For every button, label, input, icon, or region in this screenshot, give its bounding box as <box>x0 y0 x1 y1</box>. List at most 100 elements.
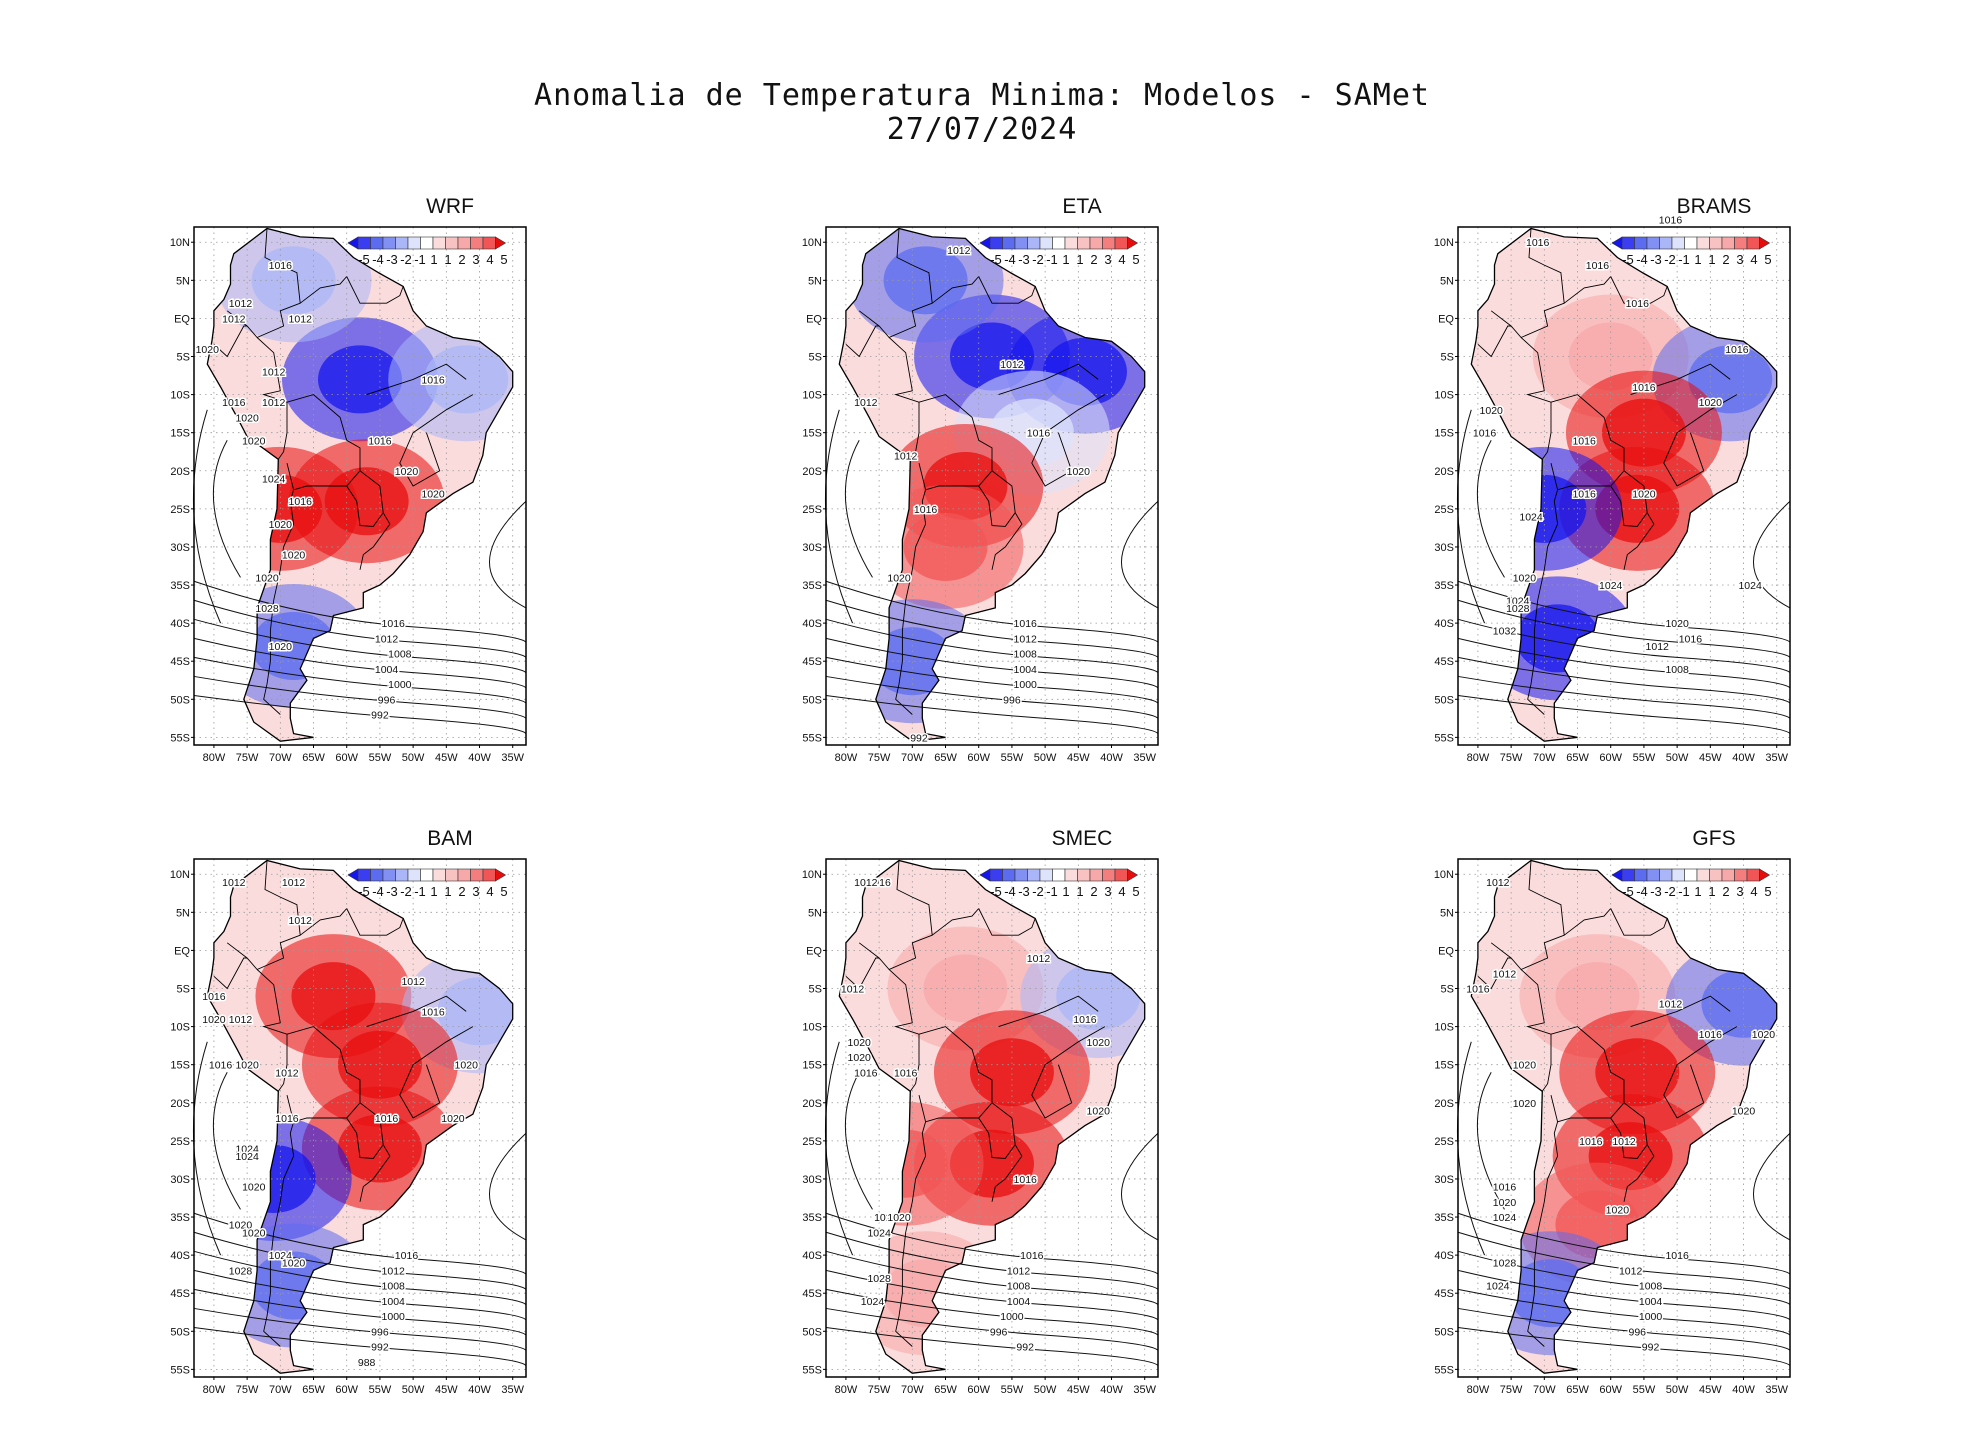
x-tick-label: 80W <box>835 1384 858 1396</box>
pressure-label: 1016 <box>209 1060 233 1072</box>
pressure-label: 1012 <box>894 451 918 463</box>
y-tick-label: 40S <box>1434 618 1454 630</box>
colorbar-label: -1 <box>1678 252 1690 267</box>
colorbar-label: 1 <box>1076 884 1083 899</box>
colorbar-cell <box>1089 236 1103 250</box>
colorbar-label: 1 <box>1708 884 1715 899</box>
map-chart-gfs: 10N 5N EQ 5S 10S 15S 20S 25S 30S 35S 40S 45S 50S 55S 8… <box>1434 858 1791 1396</box>
pressure-label: 1016 <box>395 1250 419 1262</box>
colorbar-cell <box>1646 236 1660 250</box>
pressure-label: 1020 <box>202 1014 226 1026</box>
y-tick-label: 10N <box>170 237 190 249</box>
border-line <box>346 908 404 936</box>
pressure-label: 1020 <box>235 412 259 424</box>
y-tick-label: 30S <box>1434 542 1454 554</box>
isobar-contour <box>1457 580 1791 643</box>
border-line <box>1610 276 1668 304</box>
map-chart-brams: 10N 5N EQ 5S 10S 15S 20S 25S 30S 35S 40S 45S 50S 55S 8… <box>1434 213 1791 764</box>
pressure-label: 1020 <box>441 1113 465 1125</box>
x-tick-label: 65W <box>1566 1384 1589 1396</box>
pressure-label: 1012 <box>222 877 246 889</box>
pressure-label: 1020 <box>1493 1197 1517 1209</box>
coastline <box>1470 227 1778 742</box>
panel-smec: SMEC 10N 5N EQ 5S 10S 15S 20S 25S 30S 35S 40S 45S 50… <box>802 827 1362 1407</box>
y-tick-label: EQ <box>806 945 822 957</box>
y-tick-label: 10S <box>170 390 190 402</box>
y-tick-label: 55S <box>802 732 822 744</box>
colorbar-label: -1 <box>1046 884 1058 899</box>
pressure-label: 1024 <box>867 1227 891 1239</box>
isobar-contour <box>1753 1132 1791 1241</box>
pressure-label: 1012 <box>282 877 306 889</box>
anomaly-core <box>337 1030 422 1099</box>
colorbar-label: 1 <box>430 884 437 899</box>
colorbar-cell <box>1114 236 1128 250</box>
x-tick-label: 35W <box>1133 752 1156 764</box>
pressure-label: 1008 <box>388 649 412 661</box>
colorbar-label: 1 <box>1076 252 1083 267</box>
colorbar-cell <box>1696 868 1710 882</box>
pressure-label: 1016 <box>1632 382 1656 394</box>
y-tick-label: 40S <box>1434 1250 1454 1262</box>
pressure-label: 1012 <box>854 397 878 409</box>
border-line <box>1663 1026 1738 1119</box>
colorbar-label: 1 <box>1062 252 1069 267</box>
y-tick-label: 25S <box>1434 504 1454 516</box>
pressure-label: 1012 <box>229 1014 253 1026</box>
border-line <box>978 1102 1016 1159</box>
x-tick-label: 55W <box>369 752 392 764</box>
x-tick-label: 55W <box>1001 752 1024 764</box>
pressure-label: 1012 <box>841 984 865 996</box>
pressure-label: 992 <box>371 710 389 722</box>
colorbar-cell <box>1014 868 1028 882</box>
colorbar-label: 3 <box>1736 884 1743 899</box>
colorbar-arrow-high <box>1759 236 1771 250</box>
isobar-contour <box>1457 1269 1791 1321</box>
y-tick-label: 5N <box>1440 907 1454 919</box>
x-tick-label: 50W <box>1666 1384 1689 1396</box>
colorbar-label: -2 <box>1664 252 1676 267</box>
country-borders <box>1477 228 1738 715</box>
colorbar-label: 2 <box>1090 884 1097 899</box>
pressure-label: 1016 <box>1699 1029 1723 1041</box>
colorbar-cell <box>457 236 471 250</box>
isobar-contour <box>193 1326 527 1366</box>
y-tick-label: 25S <box>802 1136 822 1148</box>
colorbar-label: -3 <box>386 884 398 899</box>
colorbar-label: 5 <box>1764 884 1771 899</box>
border-line <box>299 276 348 304</box>
pressure-label: 1012 <box>275 1067 299 1079</box>
x-tick-label: 75W <box>1500 752 1523 764</box>
colorbar-label: -3 <box>1650 884 1662 899</box>
isobar-contour <box>193 694 527 734</box>
pressure-label: 1016 <box>421 374 445 386</box>
pressure-label: 1020 <box>395 466 419 478</box>
x-tick-label: 40W <box>1100 1384 1123 1396</box>
colorbar-cell <box>407 236 421 250</box>
isobar-contour <box>489 1132 527 1241</box>
colorbar-cell <box>370 868 384 882</box>
isobar-contour <box>1457 1326 1791 1366</box>
x-tick-label: 75W <box>236 752 259 764</box>
colorbar-cell <box>407 868 421 882</box>
colorbar-label: -5 <box>1622 252 1634 267</box>
pressure-label: 1012 <box>1612 1136 1636 1148</box>
pressure-label: 1020 <box>1087 1037 1111 1049</box>
x-tick-label: 40W <box>1100 752 1123 764</box>
colorbar-label: 4 <box>486 252 493 267</box>
isobar-contour <box>193 1250 527 1306</box>
colorbar-cell <box>1039 236 1053 250</box>
pressure-label: 1028 <box>867 1273 891 1285</box>
pressure-label: 996 <box>990 1326 1008 1338</box>
border-line <box>991 1144 1023 1202</box>
pressure-label: 1012 <box>262 367 286 379</box>
colorbar-label: -1 <box>414 884 426 899</box>
colorbar-label: 4 <box>1118 252 1125 267</box>
x-tick-label: 55W <box>369 1384 392 1396</box>
colorbar: -5 -4 -3 -2 -1 1 1 2 3 4 5 <box>1611 868 1772 899</box>
y-tick-label: 40S <box>170 618 190 630</box>
isobar-contour <box>825 694 1159 734</box>
pressure-label: 988 <box>358 1357 376 1369</box>
colorbar-cell <box>370 236 384 250</box>
border-line <box>1563 908 1612 936</box>
